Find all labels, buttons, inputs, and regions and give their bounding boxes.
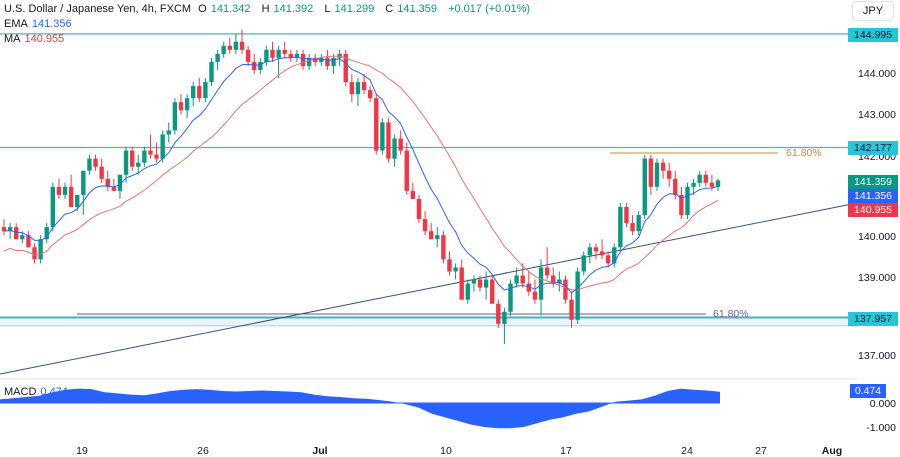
time-tick: 19 <box>76 445 88 457</box>
time-tick: Jul <box>312 445 328 457</box>
time-tick: Aug <box>821 445 843 457</box>
currency-button[interactable]: JPY <box>852 1 894 21</box>
chart-legend: U.S. Dollar / Japanese Yen, 4h, FXCM O 14… <box>4 2 534 47</box>
close-value: C 141.359 <box>385 3 438 15</box>
ma-price-label: 140.955 <box>848 203 898 217</box>
open-value: O 141.342 <box>198 3 251 15</box>
macd-value-label: 0.474 <box>850 384 886 398</box>
ma-legend[interactable]: MA 140.955 <box>4 33 65 45</box>
price-tick: 140.000 <box>858 231 896 243</box>
price-tick: 143.000 <box>858 109 896 121</box>
price-tick: 139.000 <box>858 272 896 284</box>
time-tick: 24 <box>681 445 693 457</box>
last-price-label: 141.359 <box>848 175 898 189</box>
time-tick: 10 <box>440 445 452 457</box>
time-tick: 26 <box>197 445 209 457</box>
symbol-title[interactable]: U.S. Dollar / Japanese Yen, 4h, FXCM <box>4 3 192 15</box>
resistance-mid-label: 142.177 <box>848 141 898 155</box>
high-value: H 141.392 <box>261 3 314 15</box>
ema-legend[interactable]: EMA 141.356 <box>4 18 72 30</box>
time-tick: 27 <box>755 445 767 457</box>
fib-lower-label: 61.80% <box>713 308 749 320</box>
support-label: 137.957 <box>848 312 898 326</box>
macd-tick: -1.000 <box>866 422 896 434</box>
change-value: +0.017 (+0.01%) <box>448 3 531 15</box>
resistance-top-label: 144.995 <box>848 28 898 42</box>
macd-tick: 0.000 <box>869 398 896 410</box>
ema-price-label: 141.356 <box>848 189 898 203</box>
ohlc-row: U.S. Dollar / Japanese Yen, 4h, FXCM O 14… <box>4 2 534 17</box>
time-tick: 17 <box>560 445 572 457</box>
price-tick: 137.000 <box>858 350 896 362</box>
low-value: L 141.299 <box>324 3 375 15</box>
price-tick: 144.000 <box>858 68 896 80</box>
macd-legend[interactable]: MACD 0.474 <box>4 386 68 398</box>
fib-upper-label: 61.80% <box>786 147 822 159</box>
